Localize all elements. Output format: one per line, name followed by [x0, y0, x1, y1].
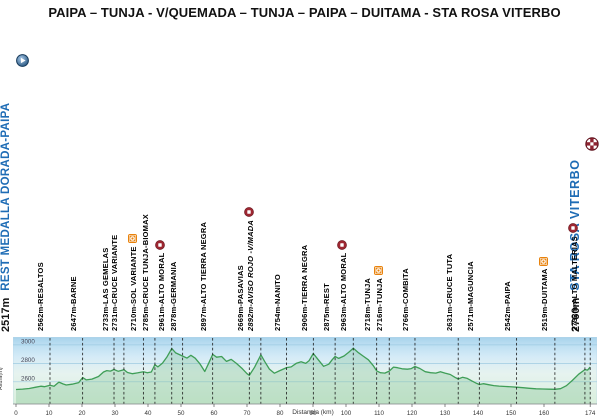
waypoint-label: 2718m-TUNJA: [363, 278, 372, 331]
waypoint-label: 2571m-MAGUNCIA: [466, 261, 475, 331]
sprint-icon: [373, 265, 385, 275]
waypoint-label: 2875m-REST: [322, 283, 331, 331]
mountain-category-icon: [568, 223, 580, 233]
waypoint-text: 2519m-DUITAMA: [540, 268, 550, 331]
svg-text:70: 70: [244, 410, 251, 417]
mountain-category-icon: [155, 239, 167, 250]
svg-text:174: 174: [585, 410, 596, 417]
svg-text:90: 90: [310, 410, 317, 417]
waypoint-text: 2562m-RESALTOS: [36, 262, 46, 331]
waypoint-label: 2562m-RESALTOS: [36, 262, 45, 331]
finish-checkered-icon: [585, 137, 599, 156]
waypoint-label: 2716m-TUNJA: [373, 265, 385, 331]
waypoint-text: 2785m-CRUCE TUNJA-BIOMAX: [141, 214, 151, 331]
svg-text:60: 60: [211, 410, 218, 417]
waypoint-text: 2731m-CRUCE VARIANTE: [110, 234, 120, 331]
svg-text:120: 120: [407, 410, 418, 417]
waypoint-label: 2733m-LAS GEMELAS: [101, 248, 110, 331]
svg-text:2600: 2600: [21, 375, 35, 382]
svg-text:0: 0: [14, 410, 18, 417]
waypoint-label: 2542m-PAIPA: [503, 281, 512, 331]
svg-text:10: 10: [46, 410, 53, 417]
svg-text:20: 20: [79, 410, 86, 417]
waypoint-label: 2731m-CRUCE VARIANTE: [110, 235, 119, 331]
mountain-category-icon: [336, 239, 349, 250]
waypoint-label: 2892m-AVISO ROJO -V/MADA: [244, 207, 256, 331]
svg-text:40: 40: [145, 410, 152, 417]
svg-text:50: 50: [178, 410, 185, 417]
start-elevation: 2517m: [0, 297, 12, 332]
waypoint-text: 2963m-ALTO MORAL: [338, 252, 348, 331]
svg-text:100: 100: [341, 410, 352, 417]
waypoint-text: 2710m-SOL VARIANTE: [128, 246, 138, 331]
waypoint-label: 2961m-ALTO MORAL: [155, 239, 167, 331]
waypoint-label: 2897m-ALTO TIERRA NEGRA: [199, 222, 208, 331]
svg-text:130: 130: [440, 410, 451, 417]
waypoint-text: 2906m-TIERRA NEGRA: [299, 244, 309, 331]
waypoint-label: 2754m-NANITO: [273, 274, 282, 331]
svg-text:30: 30: [112, 410, 119, 417]
svg-text:2800: 2800: [21, 357, 35, 364]
svg-text:80: 80: [277, 410, 284, 417]
svg-text:140: 140: [473, 410, 484, 417]
start-header: 2517m REST MEDALLA DORADA-PAIPA: [0, 103, 14, 332]
waypoint-text: 2716m-TUNJA: [374, 277, 384, 331]
waypoint-text: 2718m-TUNJA: [363, 277, 373, 331]
waypoint-text: 2878m-GERMANIA: [169, 261, 179, 331]
waypoint-label: 2906m-TIERRA NEGRA: [300, 245, 309, 331]
sprint-icon: [127, 234, 139, 244]
waypoint-text: 2542m-PAIPA: [503, 281, 513, 331]
x-axis-label: Distancia (km): [292, 409, 334, 416]
waypoint-text: 2733m-LAS GEMELAS: [100, 247, 110, 331]
waypoint-text: 2732m-ALTO MALTERIAS: [570, 236, 580, 331]
waypoint-label: 2878m-GERMANIA: [169, 262, 178, 331]
svg-text:160: 160: [539, 410, 550, 417]
svg-text:110: 110: [374, 410, 384, 417]
waypoint-text: 2631m-CRUCE TUTA: [444, 253, 454, 331]
waypoint-text: 2961m-ALTO MORAL: [157, 252, 167, 331]
waypoint-label: 2785m-CRUCE TUNJA-BIOMAX: [141, 214, 150, 331]
start-play-icon: [16, 54, 29, 72]
svg-text:3000: 3000: [21, 338, 35, 345]
waypoint-text: 2571m-MAGUNCIA: [465, 261, 475, 331]
waypoint-text: 2897m-ALTO TIERRA NEGRA: [199, 221, 209, 331]
y-axis-label: Altura(m): [0, 367, 4, 390]
waypoint-label: 2732m-ALTO MALTERIAS: [568, 223, 580, 331]
start-name: REST MEDALLA DORADA-PAIPA: [0, 102, 12, 291]
waypoint-label: 2647m-BARNE: [69, 276, 78, 331]
waypoint-text: 2754m-NANITO: [273, 274, 283, 331]
waypoint-text: 2892m-AVISO ROJO -V/MADA: [246, 220, 256, 331]
waypoint-label: 2631m-CRUCE TUTA: [445, 254, 454, 331]
elevation-chart: 2600 2800 3000 0 10 20 30 40 50 60 70 80 90 100 110 120…: [13, 337, 597, 417]
mountain-category-icon: [244, 207, 256, 217]
waypoint-text: 2647m-BARNE: [69, 276, 79, 331]
waypoint-text: 2766m-COMBITA: [401, 268, 411, 331]
waypoint-label: 2766m-COMBITA: [401, 268, 410, 331]
page-title: PAIPA – TUNJA - V/QUEMADA – TUNJA – PAIP…: [48, 5, 561, 20]
waypoint-text: 2875m-REST: [321, 283, 331, 331]
svg-text:150: 150: [506, 410, 517, 417]
waypoint-label: 2519m-DUITAMA: [539, 256, 550, 331]
sprint-icon: [539, 256, 550, 266]
waypoint-label: 2963m-ALTO MORAL: [336, 239, 349, 331]
waypoint-label: 2710m-SOL VARIANTE: [127, 234, 139, 331]
